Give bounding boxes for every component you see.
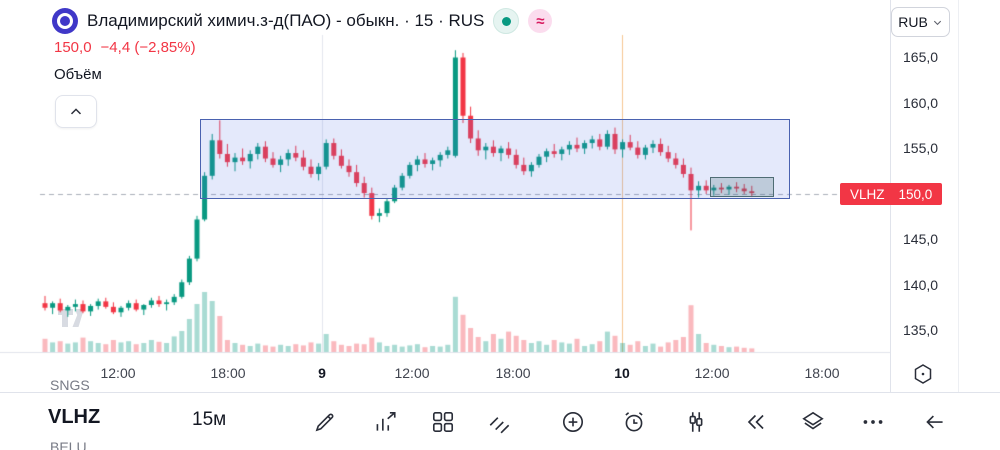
- indicators-icon[interactable]: [369, 406, 401, 438]
- more-icon[interactable]: [857, 406, 889, 438]
- selection-box[interactable]: [200, 119, 790, 199]
- trend-lines-icon[interactable]: [484, 406, 516, 438]
- interval-button[interactable]: 15м: [192, 409, 227, 430]
- status-dot-icon[interactable]: [493, 8, 520, 34]
- price-axis-label: 160,0: [903, 94, 939, 111]
- time-axis-label: 18:00: [804, 365, 840, 381]
- candlestick-chart[interactable]: [0, 0, 890, 360]
- bottom-toolbar: SNGS VLHZ BELU 15м: [0, 377, 1000, 450]
- replay-icon[interactable]: [740, 406, 772, 438]
- price-axis-label: 135,0: [903, 322, 939, 338]
- inner-selection-box[interactable]: [710, 177, 774, 197]
- time-axis-label: 12:00: [100, 365, 136, 381]
- time-axis-label: 10: [614, 365, 630, 381]
- price-axis-label: 165,0: [903, 49, 939, 65]
- time-axis-label: 18:00: [210, 365, 246, 381]
- price-tag-symbol: VLHZ: [850, 186, 885, 202]
- candles-adjust-icon[interactable]: [680, 406, 712, 438]
- last-price: 150,0: [54, 39, 92, 56]
- chevron-down-icon: [933, 20, 941, 25]
- price-row: 150,0 −4,4 (−2,85%): [54, 39, 196, 56]
- layout-grid-icon[interactable]: [427, 406, 459, 438]
- volume-label: Объём: [54, 66, 102, 83]
- time-axis-label: 9: [318, 365, 326, 381]
- layers-icon[interactable]: [797, 406, 829, 438]
- price-tag-value: 150,0: [898, 186, 933, 202]
- chevron-up-icon: [70, 107, 82, 114]
- hexagon-settings-icon[interactable]: [908, 359, 938, 389]
- symbol-logo-icon: [52, 8, 78, 34]
- price-axis-label: 140,0: [903, 276, 939, 293]
- back-icon[interactable]: [919, 406, 951, 438]
- price-axis-label: 155,0: [903, 140, 939, 156]
- chart-header: Владимирский химич.з-д(ПАО) - обыкн. · 1…: [52, 7, 553, 35]
- price-tag: VLHZ 150,0: [840, 183, 943, 205]
- price-axis-label: 145,0: [903, 231, 939, 247]
- alert-clock-icon[interactable]: [618, 406, 650, 438]
- time-axis-label: 12:00: [694, 365, 730, 381]
- draw-icon[interactable]: [309, 406, 341, 438]
- approx-badge-icon[interactable]: ≈: [528, 9, 553, 33]
- collapse-panel-button[interactable]: [55, 95, 97, 128]
- add-plus-icon[interactable]: [557, 406, 589, 438]
- watchlist-item-sngs[interactable]: SNGS: [50, 377, 90, 393]
- time-axis-label: 18:00: [495, 365, 531, 381]
- watchlist-item-vlhz[interactable]: VLHZ: [48, 406, 101, 428]
- time-axis[interactable]: 12:00 18:00 9 12:00 18:00 10 12:00 18:00: [0, 356, 958, 392]
- currency-label: RUB: [898, 14, 928, 30]
- time-axis-label: 12:00: [394, 365, 430, 381]
- symbol-title[interactable]: Владимирский химич.з-д(ПАО) - обыкн. · 1…: [87, 11, 485, 30]
- currency-selector[interactable]: RUB: [891, 7, 950, 37]
- watchlist-item-belu[interactable]: BELU: [50, 439, 87, 450]
- right-pane-border: [958, 0, 959, 450]
- price-change: −4,4 (−2,85%): [100, 39, 196, 56]
